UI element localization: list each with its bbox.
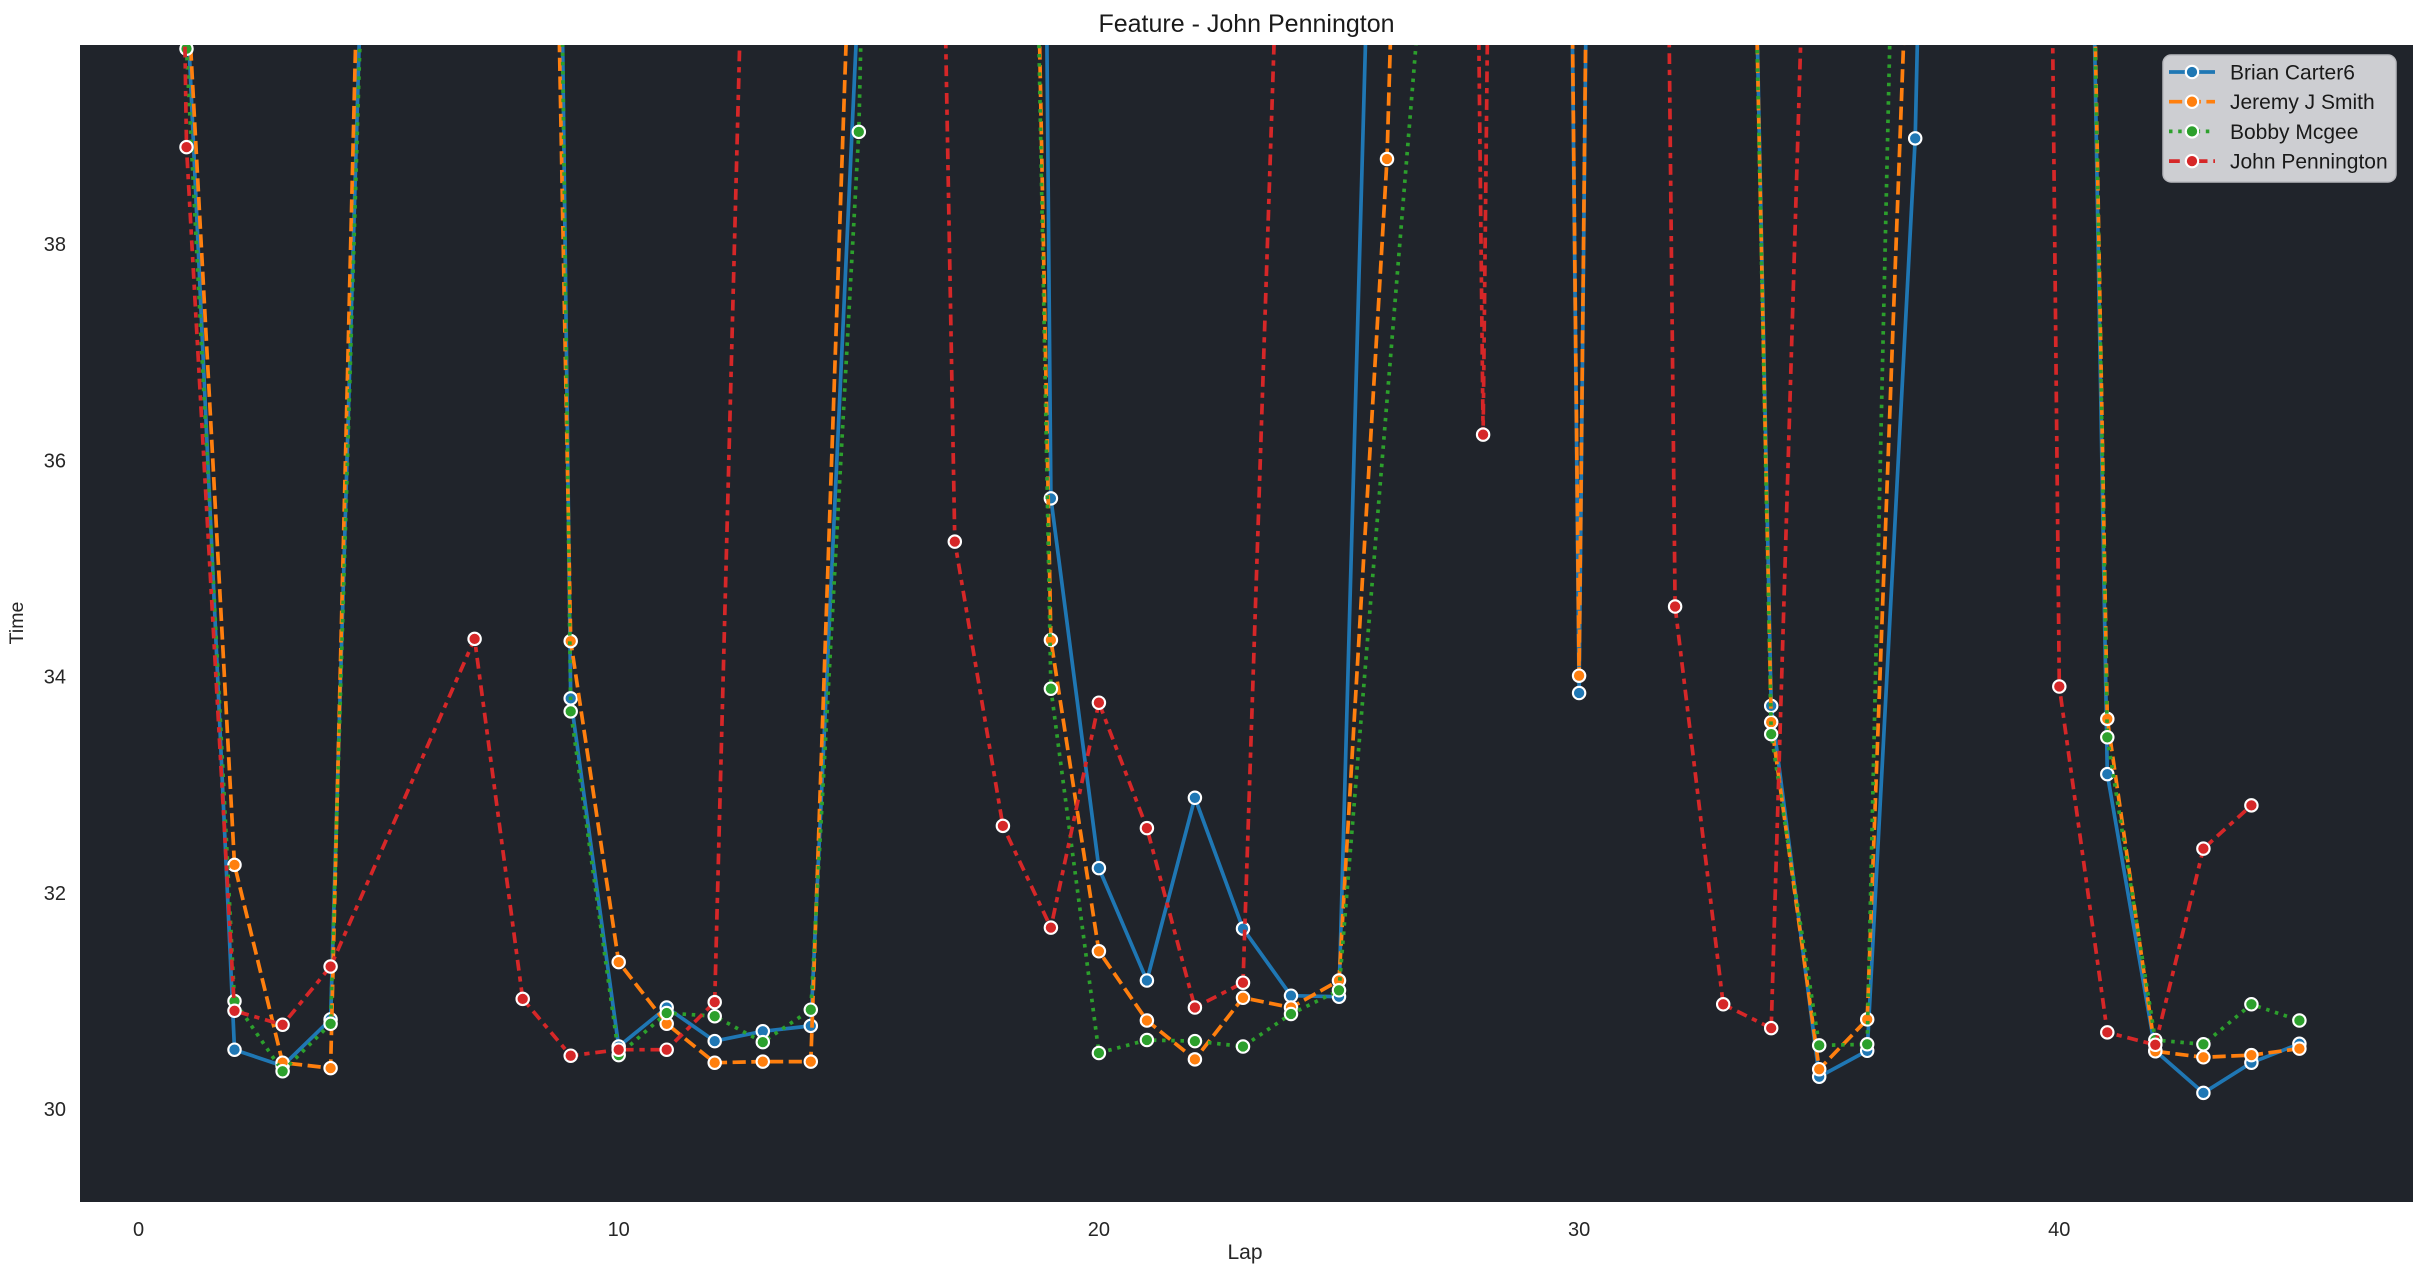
svg-text:Bobby Mcgee: Bobby Mcgee — [2230, 121, 2358, 144]
svg-text:Time: Time — [6, 602, 28, 645]
svg-text:Feature - John Pennington: Feature - John Pennington — [1098, 10, 1394, 38]
svg-text:30: 30 — [44, 1099, 66, 1121]
svg-text:38: 38 — [44, 234, 66, 256]
svg-text:0: 0 — [133, 1219, 144, 1241]
svg-text:40: 40 — [2048, 1219, 2070, 1241]
svg-text:John Pennington: John Pennington — [2230, 151, 2388, 174]
svg-text:20: 20 — [1088, 1219, 1110, 1241]
svg-text:30: 30 — [1568, 1219, 1590, 1241]
svg-text:Brian Carter6: Brian Carter6 — [2230, 62, 2355, 85]
svg-text:Jeremy J Smith: Jeremy J Smith — [2230, 91, 2375, 114]
svg-text:32: 32 — [44, 883, 66, 905]
svg-text:10: 10 — [608, 1219, 630, 1241]
svg-text:Lap: Lap — [1227, 1241, 1262, 1264]
svg-text:36: 36 — [44, 450, 66, 472]
svg-text:34: 34 — [44, 667, 66, 689]
